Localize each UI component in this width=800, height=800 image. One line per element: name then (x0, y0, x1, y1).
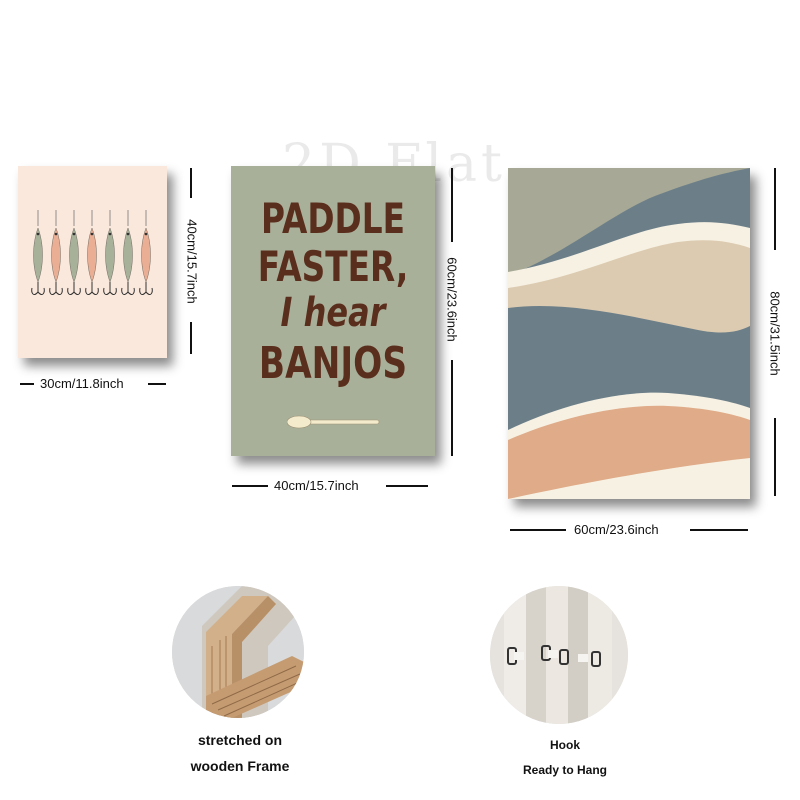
panel2-height-line-top (451, 168, 453, 242)
panel3-height-line-top (774, 168, 776, 250)
panel3-width-label: 60cm/23.6inch (574, 522, 659, 537)
poster-fishing-lures (18, 166, 167, 358)
poster-paddle-quote: PADDLE FASTER, I hear BANJOS (231, 166, 435, 456)
hook-caption-line-2: Ready to Hang (522, 763, 607, 777)
quote-line-2: FASTER, (257, 242, 409, 291)
panel1-width-line-left (20, 383, 34, 385)
fishing-lure-icon (121, 210, 135, 295)
poster-abstract-waves (508, 168, 750, 499)
panel1-width-line-right (148, 383, 166, 385)
fishing-lure-icon (49, 210, 63, 295)
paddle-icon (287, 415, 380, 429)
panel2-width-line-right (386, 485, 428, 487)
wooden-frame-photo (172, 586, 304, 718)
hook-caption-line-1: Hook (550, 738, 580, 752)
abstract-wave-art (508, 168, 750, 499)
quote-line-1: PADDLE (260, 194, 406, 243)
panel2-width-label: 40cm/15.7inch (274, 478, 359, 493)
fishing-lure-icon (139, 210, 153, 295)
panel3-width-line-right (690, 529, 748, 531)
frame-caption-line-1: stretched on (197, 732, 282, 748)
fishing-lure-icon (31, 210, 45, 295)
quote-line-4: BANJOS (258, 338, 408, 389)
panel1-width-label: 30cm/11.8inch (40, 376, 124, 391)
panel1-height-line-bottom (190, 322, 192, 354)
fishing-lure-icon (85, 210, 99, 295)
panel2-width-line-left (232, 485, 268, 487)
fishing-lure-icon (67, 210, 81, 295)
quote-line-3: I hear (280, 290, 386, 336)
panel3-height-label: 80cm/31.5inch (767, 291, 783, 376)
panel2-height-line-bottom (451, 360, 453, 456)
fishing-lures-illustration (31, 210, 153, 295)
panel3-height-line-bottom (774, 418, 776, 496)
frame-caption-line-2: wooden Frame (190, 758, 290, 774)
fishing-lure-icon (103, 210, 117, 295)
panel3-width-line-left (510, 529, 566, 531)
panel1-height-label: 40cm/15.7inch (184, 219, 200, 304)
panel2-height-label: 60cm/23.6inch (444, 257, 460, 342)
hook-photo (490, 586, 628, 724)
panel1-height-line-top (190, 168, 192, 198)
